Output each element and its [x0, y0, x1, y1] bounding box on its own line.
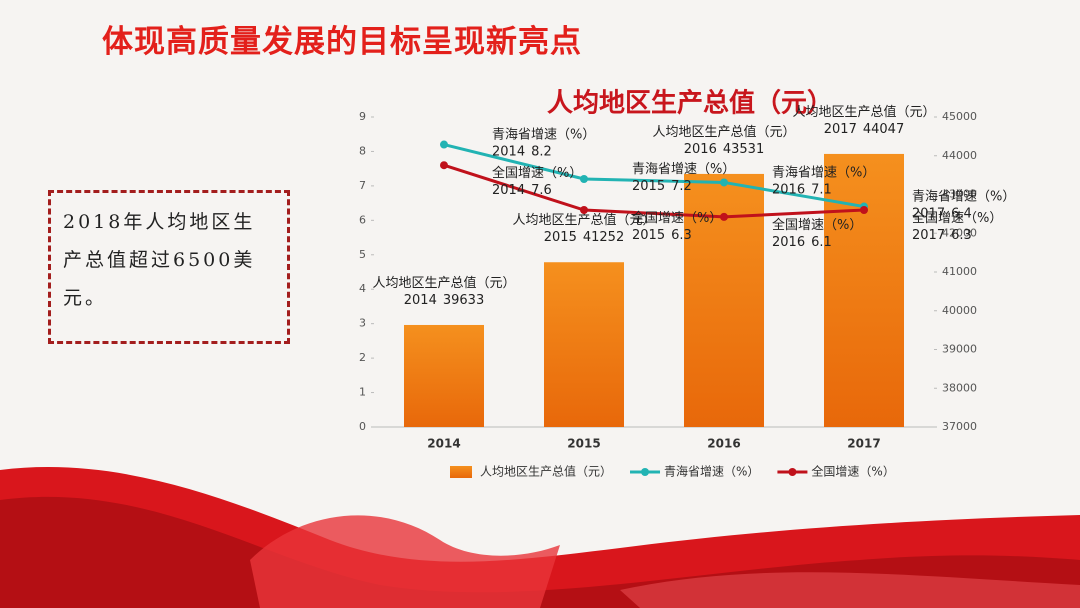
data-label: 青海省增速（%） 2017 6.4 — [912, 189, 1015, 221]
y-tick-label: 0 — [359, 420, 366, 433]
chart-title: 人均地区生产总值（元） — [547, 89, 833, 119]
legend-label: 人均地区生产总值（元） — [480, 464, 612, 479]
slide-title: 体现高质量发展的目标呈现新亮点 — [102, 24, 582, 60]
y2-tick-label: 43000 — [942, 188, 977, 201]
label-series: 青海省增速（%） — [772, 165, 875, 180]
point — [580, 206, 588, 214]
y2-tick-label: 44000 — [942, 149, 977, 162]
x-tick-label: 2016 — [707, 437, 740, 451]
label-value: 7.6 — [531, 183, 552, 198]
data-label: 全国增速（%） 2016 6.1 — [772, 216, 862, 249]
label-series: 人均地区生产总值（元） — [372, 274, 515, 290]
point — [580, 175, 588, 183]
y2-tick-label: 40000 — [942, 304, 977, 317]
point — [720, 212, 728, 221]
label-series: 人均地区生产总值（元） — [792, 103, 935, 119]
y-tick-label: 5 — [359, 248, 366, 261]
bar — [544, 262, 624, 427]
label-category: 2017 — [912, 228, 945, 243]
label-category: 2017 — [824, 121, 857, 136]
label-value: 8.2 — [531, 144, 552, 159]
y-tick-label: 8 — [359, 144, 366, 157]
y2-tick-label: 37000 — [942, 420, 977, 433]
label-value: 43531 — [723, 141, 764, 156]
legend-marker — [641, 468, 650, 476]
label-series: 全国增速（%） — [772, 216, 862, 232]
label-series: 全国增速（%） — [912, 210, 1002, 226]
x-tick-label: 2015 — [567, 437, 600, 451]
y-tick-label: 2 — [359, 351, 366, 364]
data-label: 人均地区生产总值（元） 2014 39633 — [372, 274, 515, 307]
y2-tick-label: 41000 — [942, 265, 977, 278]
y2-tick-label: 38000 — [942, 381, 977, 394]
y2-tick-label: 39000 — [942, 343, 977, 356]
label-value: 44047 — [863, 121, 904, 136]
label-category: 2015 — [632, 228, 665, 243]
y-tick-label: 4 — [359, 282, 366, 295]
data-label: 人均地区生产总值（元） 2017 44047 — [792, 103, 935, 136]
label-category: 2015 — [632, 179, 665, 194]
line — [443, 143, 865, 209]
label-value: 6.3 — [951, 228, 972, 243]
x-tick-label: 2014 — [427, 437, 460, 451]
y-tick-label: 9 — [359, 110, 366, 123]
data-label: 人均地区生产总值（元） 2015 41252 — [512, 212, 655, 245]
label-series: 全国增速（%） — [632, 210, 722, 226]
data-label: 全国增速（%） 2014 7.6 — [492, 165, 582, 198]
y-tick-label: 1 — [359, 386, 366, 399]
legend-label: 全国增速（%） — [811, 464, 894, 479]
note-box: 2018年人均地区生产总值超过6500美元。 — [48, 190, 290, 344]
label-value: 7.2 — [671, 179, 692, 194]
label-series: 人均地区生产总值（元） — [512, 212, 655, 228]
label-category: 2017 — [912, 206, 945, 221]
label-series: 人均地区生产总值（元） — [652, 123, 795, 139]
label-value: 6.1 — [811, 234, 832, 249]
data-label: 人均地区生产总值（元） 2016 43531 — [652, 123, 795, 156]
y-tick-label: 6 — [359, 213, 366, 226]
legend-swatch — [450, 466, 472, 478]
data-label: 青海省增速（%） 2015 7.2 — [632, 162, 735, 194]
label-series: 青海省增速（%） — [632, 162, 735, 177]
bar — [824, 153, 904, 427]
y2-tick-label: 45000 — [942, 110, 977, 123]
label-value: 39633 — [443, 292, 484, 307]
y-tick-label: 7 — [359, 179, 366, 192]
label-value: 6.3 — [671, 228, 692, 243]
label-series: 青海省增速（%） — [492, 127, 595, 142]
label-value: 6.4 — [951, 206, 972, 221]
label-category: 2015 — [544, 230, 577, 245]
data-label: 全国增速（%） 2015 6.3 — [632, 210, 722, 243]
bar — [404, 324, 484, 427]
label-series: 青海省增速（%） — [912, 189, 1015, 204]
label-category: 2014 — [492, 183, 525, 198]
y-tick-label: 3 — [359, 317, 366, 330]
label-category: 2016 — [684, 141, 717, 156]
data-label: 青海省增速（%） 2014 8.2 — [492, 127, 595, 159]
legend-marker — [788, 468, 797, 476]
point — [860, 206, 868, 214]
label-category: 2014 — [404, 292, 437, 307]
label-category: 2014 — [492, 144, 525, 159]
data-label: 全国增速（%） 2017 6.3 — [912, 210, 1002, 243]
label-value: 41252 — [583, 230, 624, 245]
label-series: 全国增速（%） — [492, 165, 582, 181]
data-label: 青海省增速（%） 2016 7.1 — [772, 165, 875, 197]
label-category: 2016 — [772, 234, 805, 249]
label-category: 2016 — [772, 182, 805, 197]
legend-label: 青海省增速（%） — [664, 464, 759, 479]
y2-tick-label: 42000 — [942, 226, 977, 239]
point — [440, 140, 448, 149]
point — [440, 161, 448, 170]
line — [443, 163, 865, 219]
x-tick-label: 2017 — [847, 437, 880, 451]
point — [720, 178, 728, 187]
label-value: 7.1 — [811, 182, 832, 197]
